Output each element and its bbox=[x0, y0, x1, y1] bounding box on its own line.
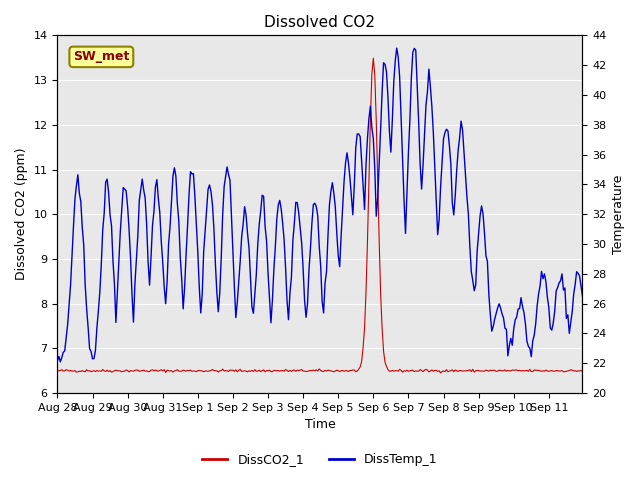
Text: SW_met: SW_met bbox=[73, 50, 129, 63]
Legend: DissCO2_1, DissTemp_1: DissCO2_1, DissTemp_1 bbox=[197, 448, 443, 471]
Y-axis label: Temperature: Temperature bbox=[612, 175, 625, 254]
X-axis label: Time: Time bbox=[305, 419, 335, 432]
Title: Dissolved CO2: Dissolved CO2 bbox=[264, 15, 376, 30]
Y-axis label: Dissolved CO2 (ppm): Dissolved CO2 (ppm) bbox=[15, 148, 28, 280]
